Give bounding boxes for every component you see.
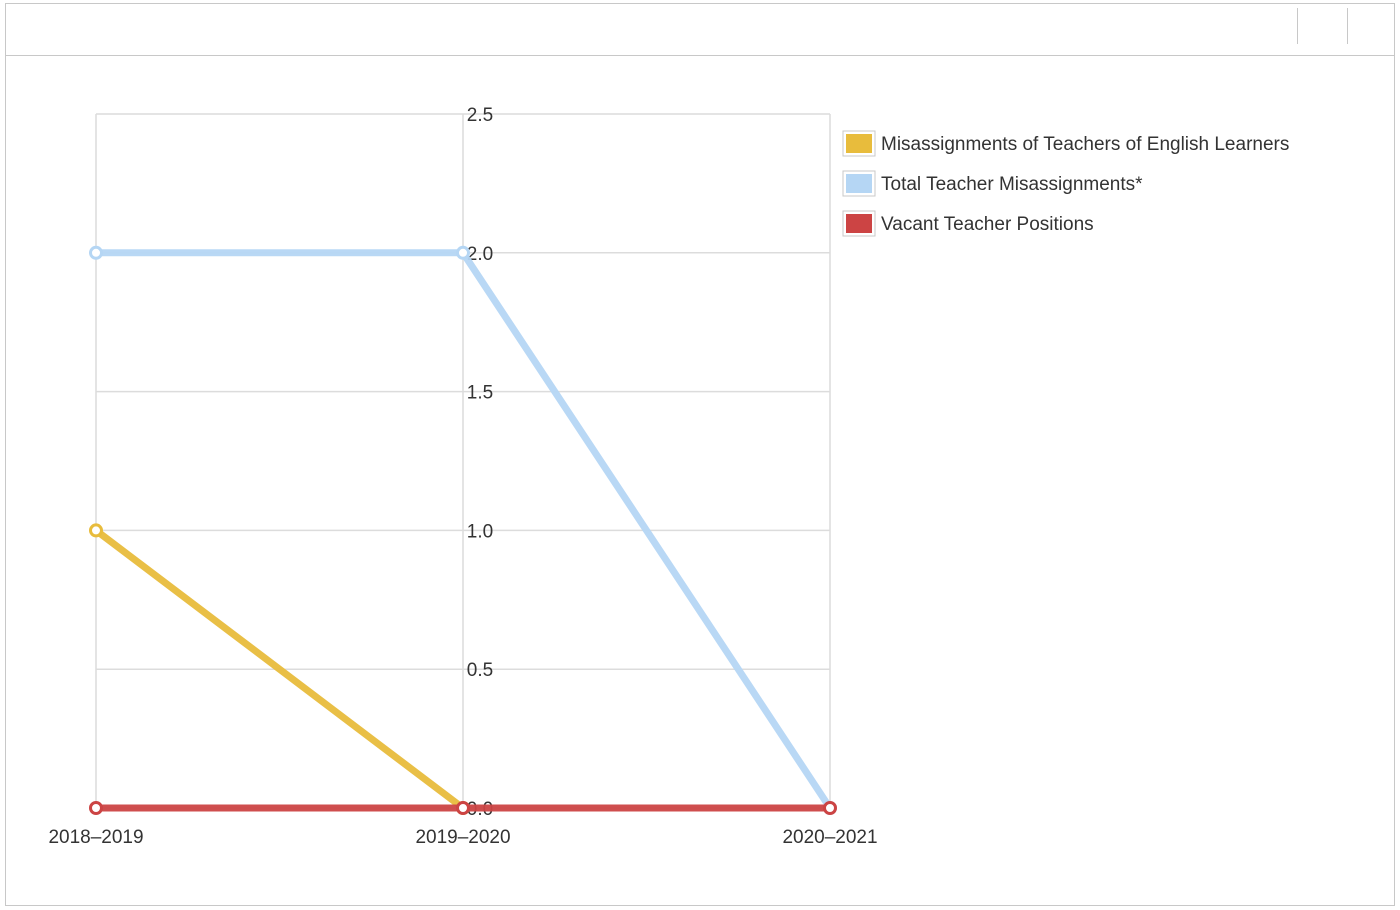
x-tick-label: 2018–2019 [48,827,143,848]
data-point[interactable] [89,523,103,538]
legend-item[interactable]: Misassignments of Teachers of English Le… [842,130,1289,157]
header-divider [1347,8,1348,44]
legend-swatch [846,134,872,153]
data-point[interactable] [823,801,837,815]
legend-swatch [846,174,872,193]
data-point[interactable] [89,245,103,260]
chart-legend[interactable]: Misassignments of Teachers of English Le… [842,130,1289,237]
chart-panel [5,3,1395,906]
y-tick-label: 1.5 [467,383,493,404]
y-tick-label: 2.5 [467,105,493,126]
series-2 [89,801,837,815]
legend-item[interactable]: Total Teacher Misassignments* [842,170,1143,197]
y-tick-label: 2.0 [467,244,493,265]
legend-swatch [846,214,872,233]
legend-label[interactable]: Vacant Teacher Positions [881,214,1094,235]
y-tick-label: 1.0 [467,521,493,542]
x-tick-label: 2020–2021 [782,827,877,848]
data-point[interactable] [456,801,470,815]
x-tick-label: 2019–2020 [415,827,510,848]
series-line [92,526,467,812]
legend-label[interactable]: Misassignments of Teachers of English Le… [881,134,1289,155]
data-point[interactable] [89,801,103,815]
legend-item[interactable]: Vacant Teacher Positions [842,210,1094,237]
chart-series [89,245,837,815]
legend-label[interactable]: Total Teacher Misassignments* [881,174,1143,195]
y-tick-label: 0.5 [467,660,493,681]
chart-grid [95,113,831,809]
header-divider [1297,8,1298,44]
panel-header [6,4,1394,56]
data-point[interactable] [456,245,470,260]
